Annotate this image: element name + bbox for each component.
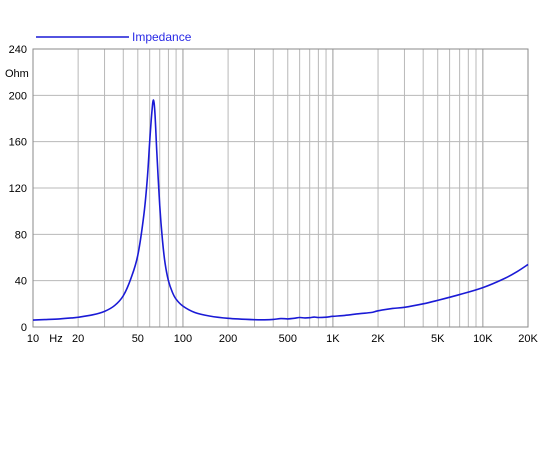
y-tick-label: 160	[9, 137, 27, 149]
y-tick-label: 200	[9, 90, 27, 102]
x-tick-label: 10	[27, 333, 39, 345]
x-tick-label: 1K	[326, 333, 340, 345]
x-tick-label: 20	[72, 333, 84, 345]
x-tick-label: 20K	[518, 333, 538, 345]
x-tick-label: 200	[219, 333, 237, 345]
x-axis-label: Hz	[49, 333, 62, 345]
legend-label: Impedance	[132, 30, 192, 44]
y-tick-label: 80	[15, 229, 27, 241]
y-tick-label: 40	[15, 276, 27, 288]
x-tick-label: 50	[132, 333, 144, 345]
x-tick-label: 100	[174, 333, 192, 345]
y-tick-label: 120	[9, 183, 27, 195]
x-tick-label: 10K	[473, 333, 493, 345]
x-tick-label: 5K	[431, 333, 445, 345]
y-axis-label: Ohm	[5, 68, 29, 80]
y-tick-label: 240	[9, 44, 27, 56]
x-tick-label: 500	[279, 333, 297, 345]
x-tick-label: 2K	[371, 333, 385, 345]
